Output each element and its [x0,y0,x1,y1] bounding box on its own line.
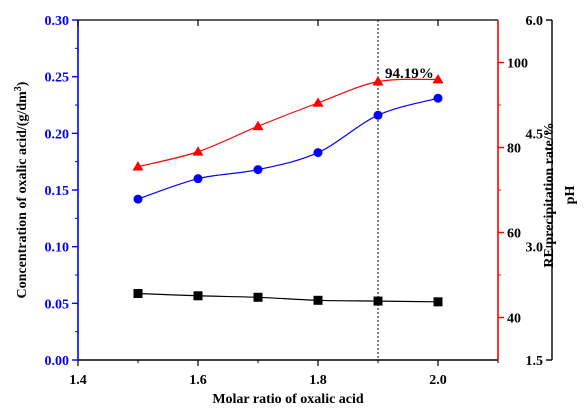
series-line [137,97,439,200]
data-point-circle [133,194,143,204]
data-point-square [193,291,203,301]
data-point-circle [313,148,323,158]
left-tick-label: 0.15 [45,184,70,199]
right-outer-tick-label: 6.0 [526,14,544,29]
series-line [137,78,439,168]
right-inner-tick-label: 40 [507,312,521,327]
x-axis-title: Molar ratio of oxalic acid [212,392,364,407]
left-axis-title-main: Concentration of oxalic acid/(g/dm [15,91,30,299]
left-axis-title-tail: ) [15,81,30,86]
right-outer-tick-label: 1.5 [526,354,544,369]
data-point-square [133,289,143,299]
left-tick-label: 0.30 [45,14,70,29]
right-inner-axis-title: RE precipitation rate/% [542,122,557,267]
data-point-circle [433,93,443,103]
right-outer-tick-label: 3.0 [526,241,544,256]
right-inner-tick-label: 60 [507,227,521,242]
left-axis-title-superscript: 3 [13,86,24,91]
data-point-triangle [312,97,324,107]
data-point-circle [253,165,263,175]
data-point-circle [373,110,383,120]
left-axis-title: Concentration of oxalic acid/(g/dm3) [13,81,31,298]
data-point-triangle [192,146,204,156]
data-point-triangle [432,74,444,84]
x-tick-label: 1.6 [189,373,207,388]
right-inner-tick-label: 100 [507,57,528,72]
data-point-square [313,295,323,305]
right-outer-tick-label: 4.5 [526,127,544,142]
right-outer-axis-title: pH [563,186,578,205]
series-circle [133,93,443,204]
x-tick-label: 1.4 [69,373,87,388]
data-point-square [373,296,383,306]
data-point-triangle [372,76,384,86]
data-point-triangle [132,161,144,171]
data-point-triangle [252,120,264,131]
left-tick-label: 0.20 [45,127,70,142]
left-tick-label: 0.10 [45,241,70,256]
series-layer [132,74,444,307]
series-square [133,289,443,307]
peak-annotation: 94.19% [385,66,434,82]
x-tick-label: 2.0 [429,373,447,388]
data-point-square [253,292,263,302]
left-tick-label: 0.05 [45,297,70,312]
x-tick-label: 1.8 [309,373,327,388]
axes: 1.4 1.6 1.8 2.0 0.00 0.05 0.10 0.15 0.20 0.25 0.30… [45,14,553,388]
series-triangle [132,74,444,171]
right-inner-tick-label: 80 [507,142,521,157]
data-point-circle [193,174,203,184]
data-point-square [433,297,443,307]
left-tick-label: 0.25 [45,71,70,86]
left-tick-label: 0.00 [45,354,70,369]
series-line [137,292,439,303]
